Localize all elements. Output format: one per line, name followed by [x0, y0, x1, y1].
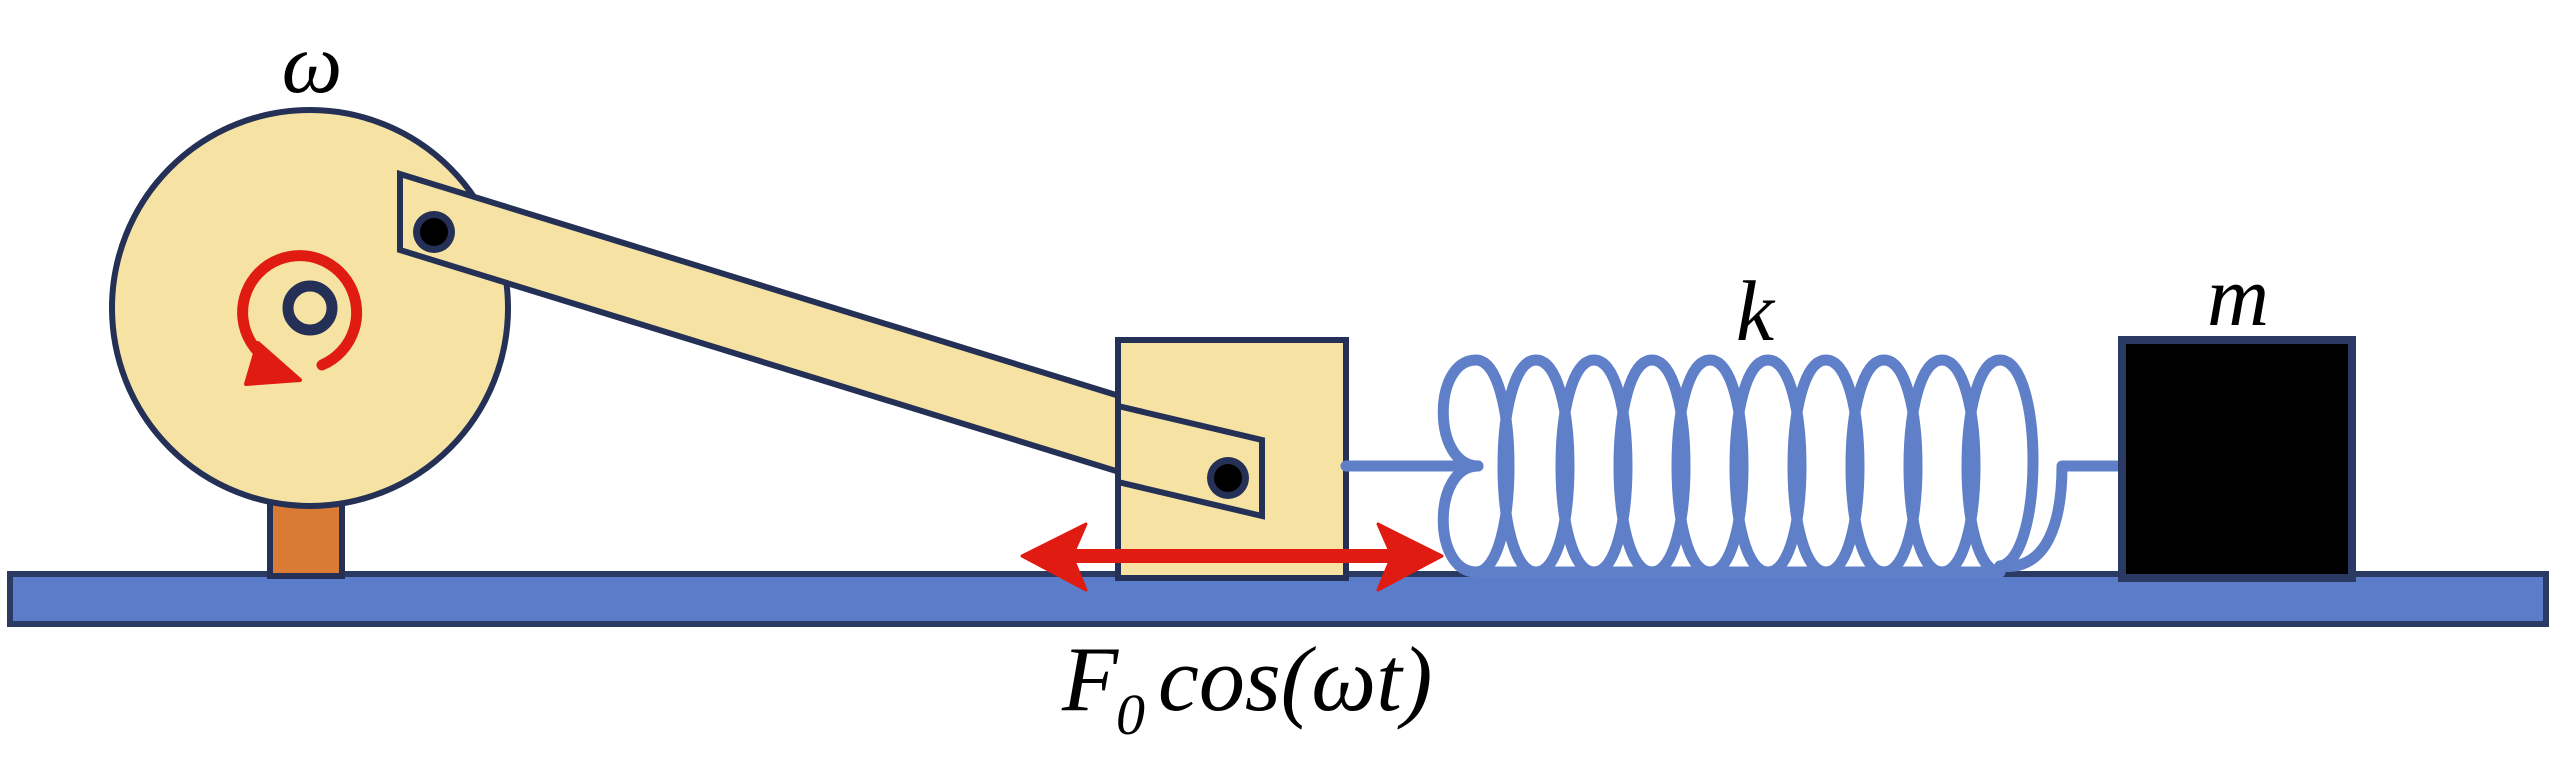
- mass-label: m: [2207, 248, 2269, 344]
- mass-block[interactable]: [2118, 336, 2356, 582]
- slider-pin: [1207, 457, 1249, 499]
- angular-frequency-label: ω: [282, 15, 343, 111]
- driving-force-F: F: [1061, 628, 1119, 730]
- force-double-arrow: [1020, 522, 1444, 592]
- rotation-direction-arrow: [237, 250, 363, 386]
- ground-bar: [7, 571, 2549, 627]
- driving-force-subscript: 0: [1116, 682, 1145, 747]
- driving-force-label: F 0 cos(ωt): [1061, 628, 1432, 747]
- crank-pin: [413, 211, 455, 253]
- spring-constant-label: k: [1736, 263, 1776, 359]
- disc-hub: [282, 280, 338, 336]
- spring: [1340, 354, 2128, 578]
- driving-force-cos-term: cos(ωt): [1158, 628, 1432, 730]
